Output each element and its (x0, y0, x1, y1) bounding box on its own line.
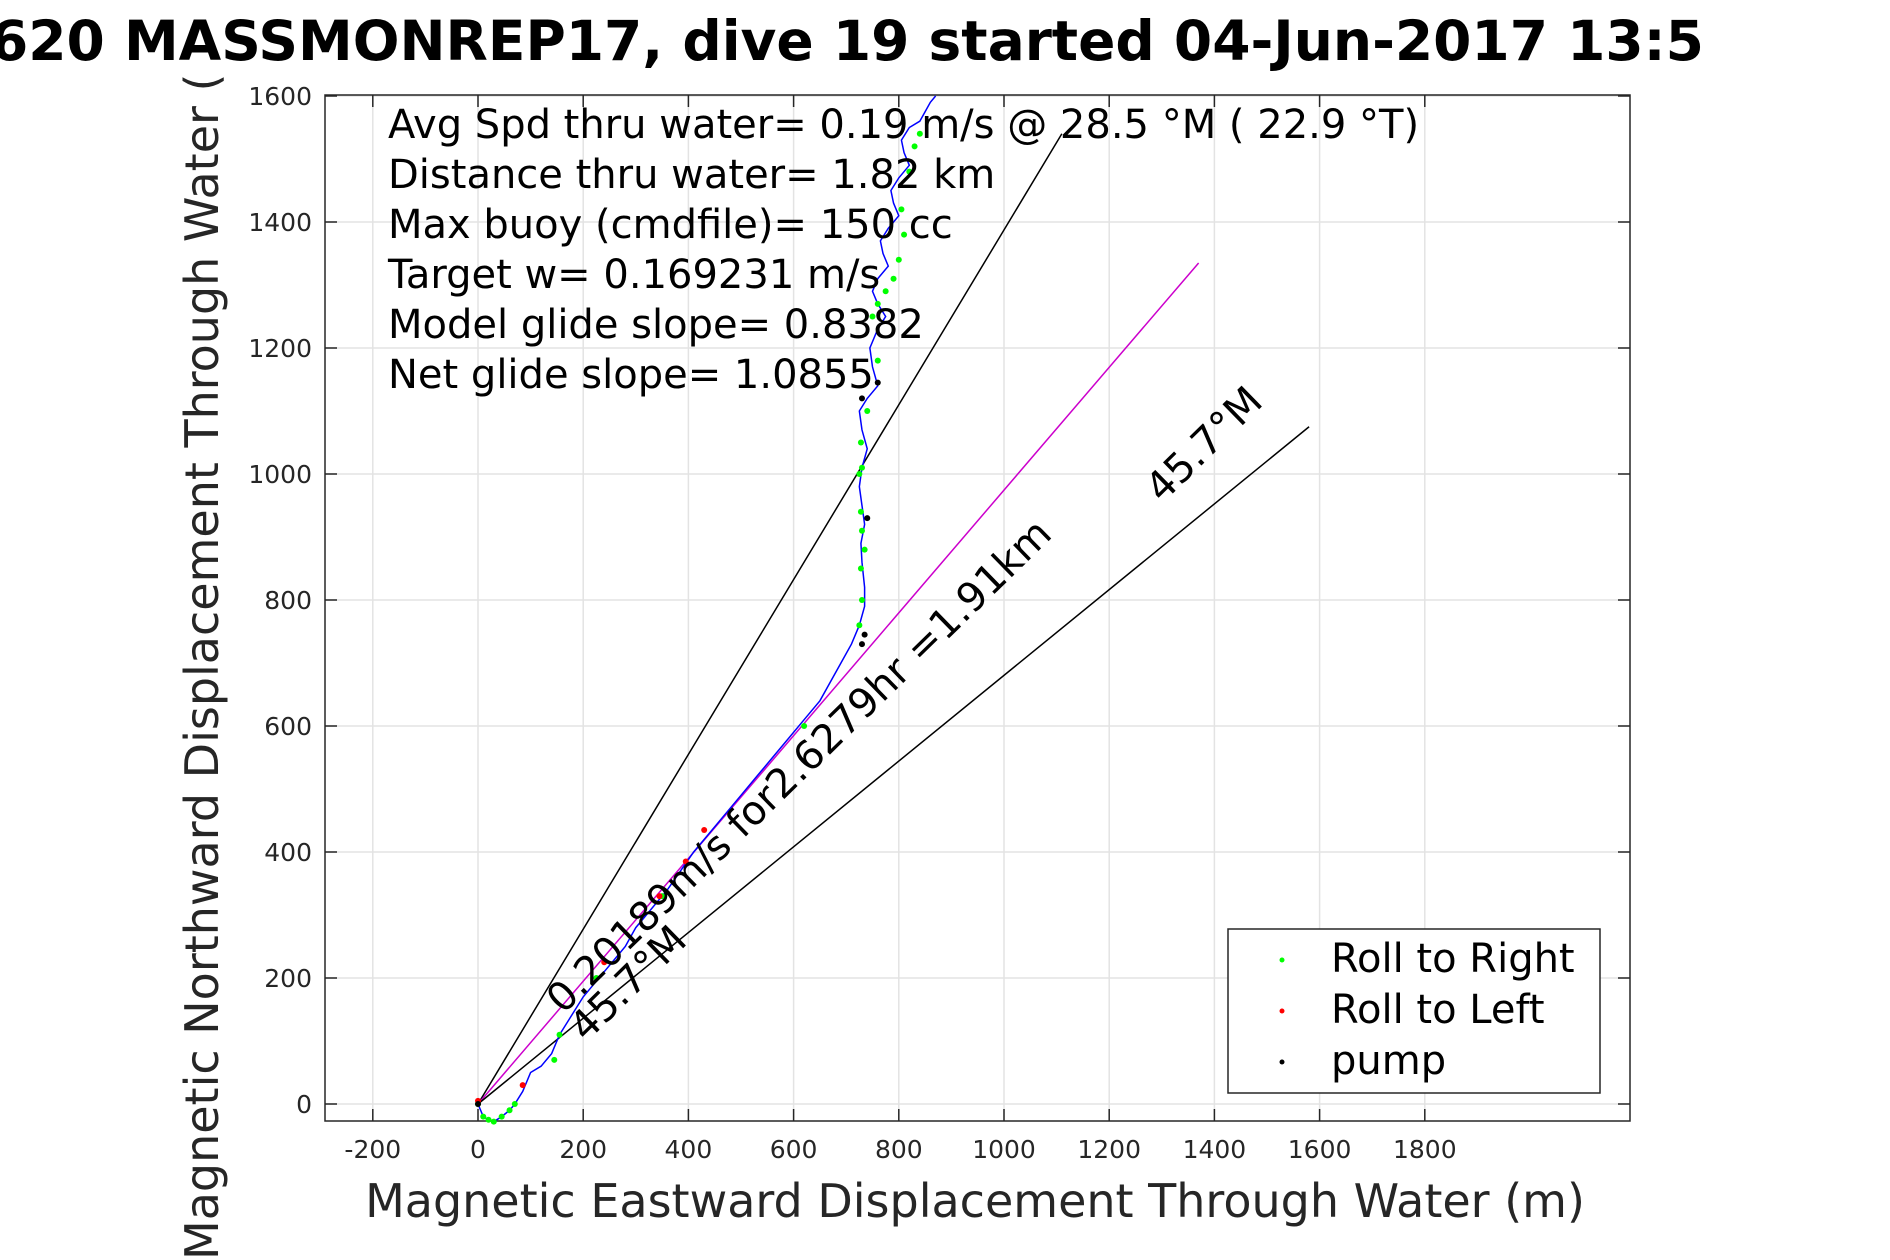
y-tick-label: 1200 (248, 334, 312, 363)
x-tick-label: 1600 (1288, 1135, 1352, 1164)
roll-to-right-point (882, 288, 889, 295)
info-line: Model glide slope= 0.8382 (388, 302, 924, 348)
roll-to-right-point (869, 313, 876, 320)
reference-lines (477, 133, 1310, 1105)
pump-point (861, 631, 868, 638)
chart-title: 620 MASSMONREP17, dive 19 started 04-Jun… (0, 9, 1704, 73)
legend: Roll to Right Roll to Left pump (1227, 928, 1601, 1094)
roll-to-left-point (701, 826, 708, 833)
roll-to-right-point (916, 130, 923, 137)
axis-ticks: -200 0 200 400 600 800 1000 1200 1400 1600 1800 0 20… (248, 82, 1630, 1164)
roll-to-right-point (801, 723, 808, 729)
info-box: Avg Spd thru water= 0.19 m/s @ 28.5 °M (… (387, 102, 1419, 398)
pump-point (858, 641, 865, 648)
pump-point (864, 515, 871, 522)
roll-to-right-point (864, 408, 871, 414)
data-series (475, 95, 937, 1125)
x-tick-label: -200 (344, 1135, 401, 1164)
roll-to-right-point (490, 1118, 497, 1125)
roll-to-right-point (857, 439, 864, 446)
upper-heading-line (477, 133, 1063, 1105)
roll-to-left-point (601, 959, 608, 966)
roll-to-right-point (511, 1101, 518, 1107)
track-line (477, 95, 937, 1123)
roll-to-right-point (858, 597, 865, 603)
y-axis-label: Magnetic Northward Displacement Through … (175, 74, 229, 1260)
x-tick-label: 1200 (1077, 1135, 1141, 1164)
x-tick-label: 800 (875, 1135, 923, 1164)
pump-point (858, 395, 865, 402)
y-tick-label: 1600 (248, 82, 312, 111)
legend-label-roll-right: Roll to Right (1331, 936, 1575, 982)
roll-to-right-point (898, 206, 905, 213)
roll-to-left-point (519, 1082, 526, 1089)
y-tick-label: 600 (264, 712, 312, 741)
roll-to-right-point (593, 975, 600, 981)
roll-to-right-point (480, 1113, 487, 1120)
roll-to-right-point (551, 1056, 558, 1063)
y-tick-label: 800 (264, 586, 312, 615)
y-tick-label: 1000 (248, 460, 312, 489)
roll-to-right-point (901, 231, 908, 238)
roll-to-right-point (874, 300, 881, 307)
roll-to-right-point (857, 508, 864, 515)
legend-marker-roll-left (1279, 1008, 1285, 1014)
y-tick-label: 400 (264, 838, 312, 867)
roll-to-right-point (506, 1107, 513, 1114)
roll-to-right-point (874, 357, 881, 364)
roll-to-right-point (895, 256, 902, 263)
roll-to-right-point (861, 546, 868, 553)
info-line: Avg Spd thru water= 0.19 m/s @ 28.5 °M (… (388, 102, 1419, 148)
info-line: Distance thru water= 1.82 km (388, 152, 995, 198)
x-tick-label: 1400 (1183, 1135, 1247, 1164)
x-tick-label: 1000 (972, 1135, 1036, 1164)
x-tick-label: 600 (770, 1135, 818, 1164)
plot-frame (324, 94, 1631, 1122)
info-line: Max buoy (cmdfile)= 150 cc (388, 202, 953, 248)
legend-marker-pump (1279, 1059, 1285, 1065)
pump-point (874, 379, 881, 386)
roll-to-right-point (485, 1116, 492, 1123)
roll-to-right-point (858, 464, 865, 471)
lower-heading-line (477, 426, 1310, 1105)
roll-to-right-point (856, 622, 863, 629)
y-tick-label: 0 (296, 1090, 312, 1119)
x-tick-label: 400 (665, 1135, 713, 1164)
roll-to-right-point (911, 143, 918, 150)
roll-to-left-point (656, 893, 663, 900)
heading-label-upper: 45.7°M (1137, 378, 1272, 511)
legend-label-roll-left: Roll to Left (1331, 987, 1545, 1033)
info-line: Target w= 0.169231 m/s (387, 252, 880, 298)
y-tick-label: 200 (264, 964, 312, 993)
roll-to-right-point (556, 1031, 563, 1038)
roll-to-right-point (857, 565, 864, 572)
roll-to-right-point (856, 471, 863, 477)
info-line: Net glide slope= 1.0855 (388, 352, 874, 398)
x-tick-label: 0 (470, 1135, 486, 1164)
roll-to-right-point (858, 527, 865, 534)
x-tick-label: 200 (559, 1135, 607, 1164)
legend-box (1227, 928, 1601, 1094)
roll-to-right-point (498, 1113, 505, 1120)
roll-to-right-point (890, 275, 897, 282)
legend-label-pump: pump (1331, 1038, 1446, 1084)
current-vector-line (477, 262, 1200, 1105)
roll-to-left-point (682, 858, 689, 865)
y-tick-label: 1400 (248, 208, 312, 237)
roll-to-right-point (906, 168, 913, 175)
current-vector-label: 0.20189m/s for2.6279hr =1.91km (538, 510, 1061, 1022)
legend-marker-roll-right (1279, 957, 1285, 963)
x-tick-label: 1800 (1393, 1135, 1457, 1164)
x-axis-label: Magnetic Eastward Displacement Through W… (365, 1174, 1585, 1228)
pump-point (475, 1101, 481, 1107)
